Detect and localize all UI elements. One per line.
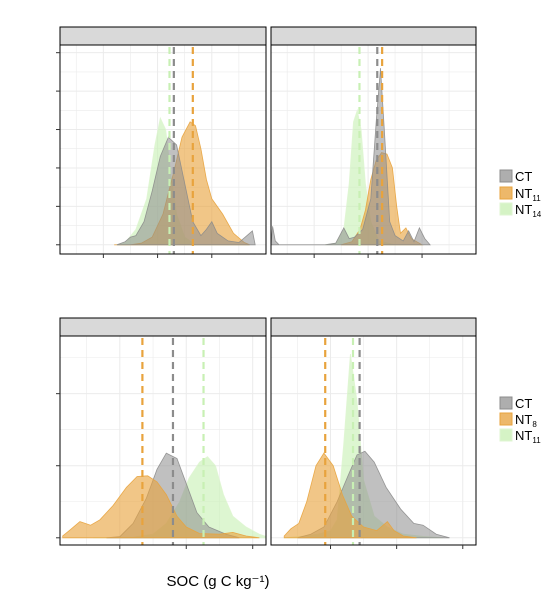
facet-strip	[59, 26, 267, 46]
legend-label-subscript: 11	[532, 436, 541, 445]
legend-item: CT	[499, 169, 532, 184]
legend-item: NT8	[499, 412, 537, 429]
legend-item: NT11	[499, 186, 541, 203]
legend-swatch	[499, 428, 513, 442]
facet-strip	[270, 317, 477, 337]
legend-label-main: NT	[515, 428, 532, 443]
legend-label-subscript: 11	[532, 194, 541, 203]
panel-0-10cm	[56, 26, 267, 258]
legend-label-main: NT	[515, 412, 532, 427]
legend-item: NT14	[499, 202, 542, 219]
x-axis-title: SOC (g C kg⁻¹)	[167, 573, 270, 590]
legend-label-subscript: 14	[532, 210, 541, 219]
legend-swatch	[499, 202, 513, 216]
legend-label-main: NT	[515, 186, 532, 201]
legend-label-main: CT	[515, 396, 532, 411]
legend-swatch	[499, 396, 513, 410]
legend-label-main: NT	[515, 202, 532, 217]
panel-10-30cm	[270, 317, 477, 549]
panel-0-10cm	[56, 317, 267, 549]
legend-label-subscript: 8	[532, 420, 537, 429]
legend-item: NT11	[499, 428, 541, 445]
legend-swatch	[499, 412, 513, 426]
density-area-nt-orange	[283, 452, 417, 539]
facet-strip	[59, 317, 267, 337]
legend-label: CT	[515, 396, 532, 411]
legend-swatch	[499, 169, 513, 183]
legend-swatch	[499, 186, 513, 200]
legend-item: CT	[499, 396, 532, 411]
legend-label: NT8	[515, 412, 537, 429]
legend-label: CT	[515, 169, 532, 184]
legend-label: NT11	[515, 428, 541, 445]
panel-10-30cm	[270, 26, 477, 258]
legend-label: NT11	[515, 186, 541, 203]
density-area-nt-orange	[62, 475, 260, 539]
legend-label: NT14	[515, 202, 542, 219]
facet-strip	[270, 26, 477, 46]
legend-label-main: CT	[515, 169, 532, 184]
